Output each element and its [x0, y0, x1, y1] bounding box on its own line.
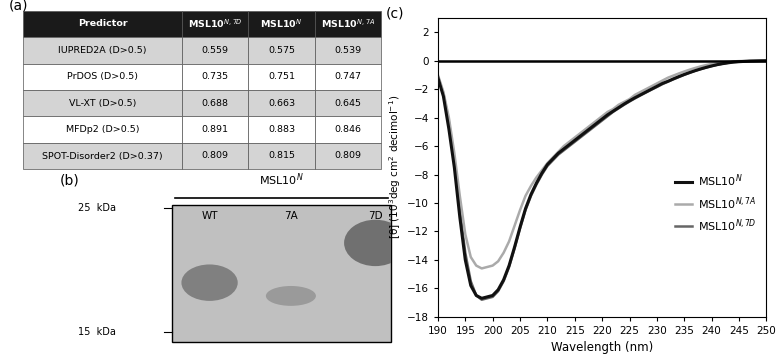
Text: 0.747: 0.747 — [335, 72, 361, 81]
FancyBboxPatch shape — [23, 37, 181, 64]
Text: Predictor: Predictor — [77, 19, 127, 28]
FancyBboxPatch shape — [172, 205, 391, 342]
FancyBboxPatch shape — [23, 90, 181, 116]
Text: PrDOS (D>0.5): PrDOS (D>0.5) — [67, 72, 138, 81]
Text: 0.815: 0.815 — [268, 152, 295, 161]
FancyBboxPatch shape — [181, 64, 249, 90]
FancyBboxPatch shape — [315, 11, 382, 37]
Text: 0.663: 0.663 — [268, 99, 295, 108]
FancyBboxPatch shape — [23, 116, 181, 143]
Text: (a): (a) — [9, 0, 29, 12]
Text: 0.846: 0.846 — [335, 125, 361, 134]
X-axis label: Wavelength (nm): Wavelength (nm) — [551, 341, 653, 354]
Text: VL-XT (D>0.5): VL-XT (D>0.5) — [69, 99, 136, 108]
Text: 0.809: 0.809 — [335, 152, 361, 161]
Text: (b): (b) — [59, 174, 79, 187]
FancyBboxPatch shape — [315, 64, 382, 90]
Text: 0.735: 0.735 — [202, 72, 228, 81]
Text: 0.883: 0.883 — [268, 125, 295, 134]
FancyBboxPatch shape — [315, 143, 382, 169]
FancyBboxPatch shape — [181, 11, 249, 37]
Text: MSL10$^{N,7D}$: MSL10$^{N,7D}$ — [188, 18, 242, 30]
Text: 0.575: 0.575 — [268, 46, 295, 55]
Text: MSL10$^{N}$: MSL10$^{N}$ — [260, 18, 303, 30]
Text: 0.688: 0.688 — [202, 99, 228, 108]
FancyBboxPatch shape — [249, 90, 315, 116]
FancyBboxPatch shape — [181, 143, 249, 169]
Ellipse shape — [181, 265, 238, 301]
Text: MSL10$^{N,7A}$: MSL10$^{N,7A}$ — [321, 18, 375, 30]
Ellipse shape — [344, 220, 407, 266]
Text: 25  kDa: 25 kDa — [78, 203, 116, 213]
FancyBboxPatch shape — [23, 143, 181, 169]
FancyBboxPatch shape — [315, 90, 382, 116]
FancyBboxPatch shape — [249, 37, 315, 64]
Text: 0.809: 0.809 — [202, 152, 228, 161]
FancyBboxPatch shape — [181, 116, 249, 143]
FancyBboxPatch shape — [249, 11, 315, 37]
Text: (c): (c) — [386, 6, 404, 20]
FancyBboxPatch shape — [315, 116, 382, 143]
FancyBboxPatch shape — [249, 64, 315, 90]
FancyBboxPatch shape — [181, 90, 249, 116]
Text: 0.751: 0.751 — [268, 72, 295, 81]
Text: 15  kDa: 15 kDa — [78, 327, 116, 337]
Y-axis label: [θ] (10$^{3}$deg cm$^{2}$ decimol$^{-1}$): [θ] (10$^{3}$deg cm$^{2}$ decimol$^{-1}$… — [387, 95, 403, 239]
Text: 7A: 7A — [284, 211, 298, 221]
Text: MFDp2 (D>0.5): MFDp2 (D>0.5) — [66, 125, 139, 134]
Text: IUPRED2A (D>0.5): IUPRED2A (D>0.5) — [59, 46, 147, 55]
FancyBboxPatch shape — [181, 37, 249, 64]
Text: 0.645: 0.645 — [335, 99, 361, 108]
FancyBboxPatch shape — [249, 143, 315, 169]
Legend: MSL10$^{N}$, MSL10$^{N,7A}$, MSL10$^{N,7D}$: MSL10$^{N}$, MSL10$^{N,7A}$, MSL10$^{N,7… — [671, 168, 761, 238]
Text: MSL10$^{N}$: MSL10$^{N}$ — [259, 172, 304, 188]
FancyBboxPatch shape — [315, 37, 382, 64]
Text: SPOT-Disorder2 (D>0.37): SPOT-Disorder2 (D>0.37) — [42, 152, 163, 161]
FancyBboxPatch shape — [249, 116, 315, 143]
FancyBboxPatch shape — [23, 11, 181, 37]
FancyBboxPatch shape — [23, 64, 181, 90]
Text: 0.559: 0.559 — [202, 46, 228, 55]
Text: 7D: 7D — [368, 211, 382, 221]
Text: 0.539: 0.539 — [335, 46, 361, 55]
Text: 0.891: 0.891 — [202, 125, 228, 134]
Text: WT: WT — [201, 211, 218, 221]
Ellipse shape — [266, 286, 316, 306]
